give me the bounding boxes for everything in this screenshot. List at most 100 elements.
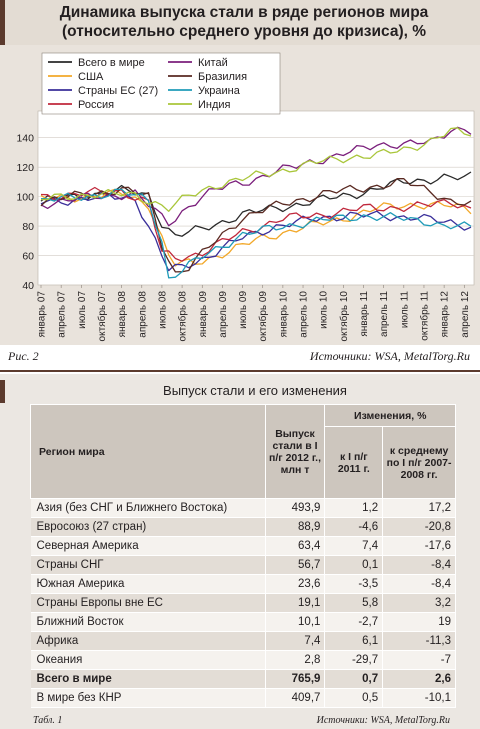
table-row: Океания 2,8 -29,7 -7 — [30, 650, 456, 670]
x-tick-label: октябрь 08 — [177, 291, 189, 342]
vs-2011-cell: 0,7 — [324, 669, 384, 689]
table-body: Азия (без СНГ и Ближнего Востока) 493,9 1,… — [30, 498, 456, 708]
x-tick-label: июль 11 — [399, 291, 410, 329]
legend-label: Бразилия — [198, 71, 247, 83]
legend-label: Украина — [198, 85, 241, 97]
output-cell: 10,1 — [265, 612, 326, 632]
line-chart: 40 60 80 100 120 140 январь 07 апрель 07 июль 07… — [16, 52, 475, 342]
vs-2011-cell: 5,8 — [324, 593, 384, 613]
y-tick-label: 60 — [22, 251, 34, 263]
output-cell: 409,7 — [265, 688, 326, 708]
output-cell: 63,4 — [265, 536, 326, 556]
region-cell: Африка — [30, 631, 266, 651]
vs-average-cell: -20,8 — [382, 517, 456, 537]
table-row: Северная Америка 63,4 7,4 -17,6 — [30, 536, 456, 556]
vs-2011-cell: -4,6 — [324, 517, 384, 537]
table-row: Всего в мире 765,9 0,7 2,6 — [30, 669, 456, 689]
y-tick-label: 100 — [16, 192, 34, 204]
vs-average-cell: -7 — [382, 650, 456, 670]
x-tick-label: январь 12 — [440, 291, 451, 338]
region-cell: Северная Америка — [30, 536, 266, 556]
figure-title-band — [0, 0, 480, 45]
table-row: В мире без КНР 409,7 0,5 -10,1 — [30, 688, 456, 708]
y-tick-label: 40 — [22, 280, 34, 292]
table-row: Страны СНГ 56,7 0,1 -8,4 — [30, 555, 456, 575]
vs-average-cell: -8,4 — [382, 555, 456, 575]
x-tick-label: январь 08 — [117, 291, 128, 338]
y-tick-label: 120 — [16, 162, 34, 174]
legend-label: Индия — [198, 99, 231, 111]
section-divider — [0, 370, 480, 372]
table-row: Африка 7,4 6,1 -11,3 — [30, 631, 456, 651]
y-tick-label: 140 — [16, 133, 34, 145]
region-cell: Океания — [30, 650, 266, 670]
table-row: Южная Америка 23,6 -3,5 -8,4 — [30, 574, 456, 594]
vs-average-cell: -8,4 — [382, 574, 456, 594]
table-section: Выпуск стали и его изменения Регион мира… — [0, 374, 480, 729]
x-tick-label: январь 10 — [278, 291, 289, 338]
legend-label: Страны ЕС (27) — [78, 85, 158, 97]
figure-title-line-2: (относительно среднего уровня до кризиса… — [61, 23, 427, 40]
figure-title-accent — [0, 0, 5, 45]
vs-average-cell: -11,3 — [382, 631, 456, 651]
output-cell: 2,8 — [265, 650, 326, 670]
vs-2011-cell: 7,4 — [324, 536, 384, 556]
x-tick-label: апрель 11 — [379, 291, 390, 337]
x-tick-label: январь 11 — [359, 291, 370, 337]
table-title-accent — [0, 380, 5, 403]
series-line — [40, 127, 472, 212]
series-line — [40, 178, 472, 273]
table-row: Азия (без СНГ и Ближнего Востока) 493,9 1,… — [30, 498, 456, 518]
region-cell: Южная Америка — [30, 574, 266, 594]
x-tick-label: апрель 07 — [57, 291, 68, 338]
vs-average-cell: -10,1 — [382, 688, 456, 708]
region-cell: Ближний Восток — [30, 612, 266, 632]
table-label: Табл. 1 — [33, 715, 63, 726]
header-output: Выпуск стали в I п/г 2012 г., млн т — [264, 404, 326, 499]
x-tick-label: июль 07 — [77, 291, 88, 329]
header-changes: Изменения, % — [324, 404, 456, 427]
x-tick-label: январь 07 — [37, 291, 48, 338]
x-tick-label: июль 09 — [238, 291, 249, 329]
header-vs-average: к среднему по I п/г 2007-2008 гг. — [382, 426, 456, 499]
steel-output-table: Регион мира Выпуск стали в I п/г 2012 г.… — [30, 404, 456, 708]
x-tick-label: апрель 10 — [299, 291, 310, 338]
legend-label: Россия — [78, 99, 114, 111]
figure-source: Источники: WSA, MetalTorg.Ru — [309, 349, 470, 363]
x-tick-label: октябрь 10 — [338, 291, 350, 342]
header-vs-2011: к I п/г 2011 г. — [324, 426, 384, 499]
output-cell: 23,6 — [265, 574, 326, 594]
legend-label: США — [78, 71, 104, 83]
vs-2011-cell: -2,7 — [324, 612, 384, 632]
output-cell: 7,4 — [265, 631, 326, 651]
output-cell: 493,9 — [265, 498, 326, 518]
vs-2011-cell: 6,1 — [324, 631, 384, 651]
region-cell: Страны СНГ — [30, 555, 266, 575]
legend-box — [41, 52, 281, 115]
x-tick-label: октябрь 09 — [257, 291, 269, 342]
vs-2011-cell: 1,2 — [324, 498, 384, 518]
region-cell: Азия (без СНГ и Ближнего Востока) — [30, 498, 266, 518]
region-cell: Страны Европы вне ЕС — [30, 593, 266, 613]
figure-title-line-1: Динамика выпуска стали в ряде регионов м… — [59, 4, 429, 21]
vs-average-cell: 3,2 — [382, 593, 456, 613]
x-tick-label: октябрь 11 — [418, 291, 430, 341]
output-cell: 19,1 — [265, 593, 326, 613]
output-cell: 56,7 — [265, 555, 326, 575]
plot-area — [37, 110, 475, 286]
figure-caption: Рис. 2 Источники: WSA, MetalTorg.Ru — [0, 345, 480, 367]
table-title: Выпуск стали и его изменения — [163, 383, 347, 398]
series-line — [40, 126, 472, 227]
y-tick-label: 80 — [22, 221, 34, 233]
vs-2011-cell: 0,1 — [324, 555, 384, 575]
table-row: Евросоюз (27 стран) 88,9 -4,6 -20,8 — [30, 517, 456, 537]
vs-2011-cell: 0,5 — [324, 688, 384, 708]
x-tick-label: январь 09 — [198, 291, 209, 338]
region-cell: В мире без КНР — [30, 688, 266, 708]
vs-2011-cell: -29,7 — [324, 650, 384, 670]
figure-title: Динамика выпуска стали в ряде регионов м… — [14, 3, 474, 41]
output-cell: 765,9 — [265, 669, 326, 689]
output-cell: 88,9 — [265, 517, 326, 537]
x-tick-label: июль 10 — [319, 291, 330, 329]
